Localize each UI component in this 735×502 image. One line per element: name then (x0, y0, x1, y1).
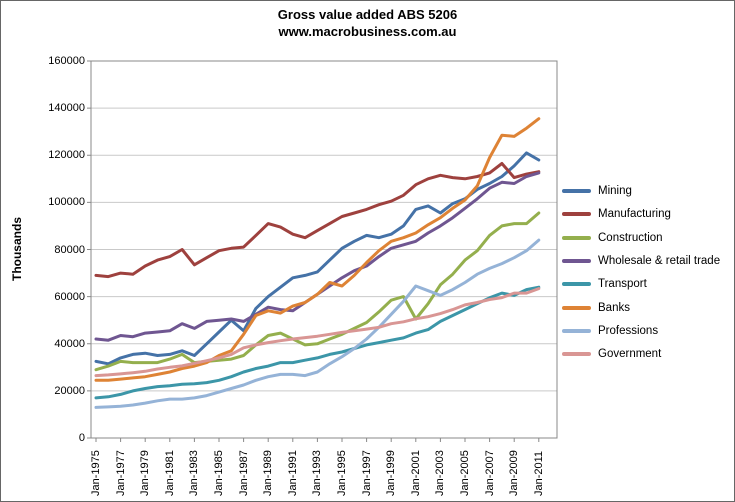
legend-label: Construction (598, 231, 663, 244)
x-tick-label: Jan-2007 (483, 450, 496, 496)
legend-label: Transport (598, 278, 647, 291)
legend-line-swatch (562, 259, 591, 264)
x-tick-label: Jan-1985 (213, 450, 225, 496)
chart-title: Gross value added ABS 5206 (277, 7, 458, 22)
x-tick-label: Jan-1999 (385, 450, 398, 496)
legend-label: Banks (598, 301, 630, 314)
x-tick-label: Jan-1977 (114, 450, 127, 496)
legend-item: Government (562, 346, 661, 362)
series-line-manufacturing (94, 162, 541, 279)
x-tick-label: Jan-2003 (434, 450, 447, 496)
y-tick-label: 0 (78, 432, 85, 444)
x-tick-label: Jan-2011 (532, 450, 545, 496)
legend-line-swatch (562, 329, 591, 334)
legend-line-swatch (562, 352, 591, 357)
legend-line-swatch (562, 282, 591, 287)
legend-item: Mining (562, 183, 632, 199)
series-line-wholesale-retail-trade (94, 171, 541, 342)
legend-label: Government (598, 348, 662, 361)
x-tick-label: Jan-1993 (311, 450, 324, 496)
y-tick-label: 80000 (54, 243, 85, 256)
y-tick-label: 120000 (48, 149, 85, 162)
legend-item: Professions (562, 323, 658, 339)
chart-subtitle: www.macrobusiness.com.au (278, 24, 457, 39)
y-tick-label: 140000 (48, 102, 85, 115)
legend-line-swatch (562, 212, 591, 217)
legend-label: Wholesale & retail trade (598, 255, 721, 268)
series-line-government (94, 287, 541, 378)
legend-item: Banks (562, 300, 630, 316)
y-tick-label: 60000 (54, 290, 85, 303)
x-tick-label: Jan-1987 (237, 450, 250, 496)
x-tick-label: Jan-1975 (90, 450, 102, 496)
legend-item: Wholesale & retail trade (562, 253, 720, 269)
legend-line-swatch (562, 189, 591, 193)
x-tick-label: Jan-2005 (459, 450, 471, 496)
y-tick-label: 100000 (48, 196, 85, 209)
y-tick-label: 160000 (48, 55, 85, 67)
legend-item: Transport (562, 276, 647, 292)
series-line-construction (94, 211, 541, 372)
x-tick-label: Jan-1997 (360, 450, 373, 496)
y-tick-label: 20000 (54, 384, 85, 397)
y-tick-label: 40000 (54, 337, 85, 350)
x-tick-label: Jan-2001 (409, 450, 422, 496)
plot-frame (90, 60, 558, 439)
x-tick-label: Jan-1991 (286, 450, 299, 496)
x-tick-label: Jan-1981 (163, 450, 176, 496)
x-tick-label: Jan-1989 (262, 450, 275, 496)
legend-item: Construction (562, 230, 663, 246)
x-tick-label: Jan-1979 (139, 450, 152, 496)
legend-line-swatch (562, 235, 591, 240)
series-line-transport (94, 285, 541, 400)
x-tick-label: Jan-1983 (188, 450, 201, 496)
legend-label: Mining (598, 185, 632, 197)
legend-label: Professions (598, 325, 659, 338)
series-line-professions (94, 238, 541, 409)
legend-line-swatch (562, 305, 591, 310)
legend-item: Manufacturing (562, 206, 671, 222)
x-tick-label: Jan-2009 (508, 450, 521, 496)
x-tick-label: Jan-1995 (336, 450, 348, 496)
legend-label: Manufacturing (598, 208, 671, 221)
series-line-banks (94, 117, 541, 382)
